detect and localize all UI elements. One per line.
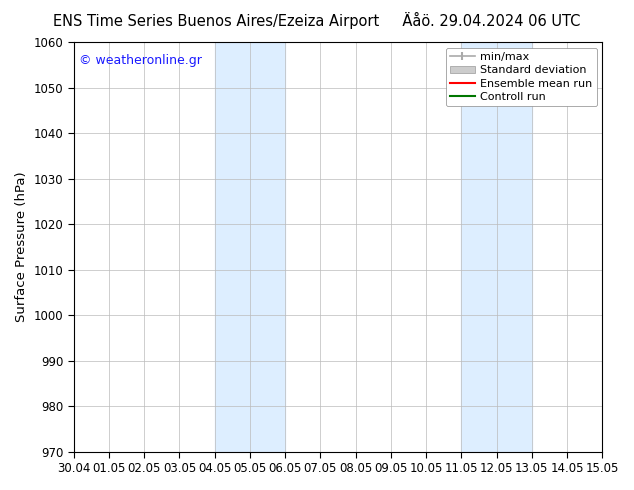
Text: ENS Time Series Buenos Aires/Ezeiza Airport     Äåö. 29.04.2024 06 UTC: ENS Time Series Buenos Aires/Ezeiza Airp… xyxy=(53,12,581,29)
Bar xyxy=(215,42,285,452)
Legend: min/max, Standard deviation, Ensemble mean run, Controll run: min/max, Standard deviation, Ensemble me… xyxy=(446,48,597,106)
Bar xyxy=(462,42,532,452)
Text: © weatheronline.gr: © weatheronline.gr xyxy=(79,54,202,67)
Y-axis label: Surface Pressure (hPa): Surface Pressure (hPa) xyxy=(15,172,28,322)
